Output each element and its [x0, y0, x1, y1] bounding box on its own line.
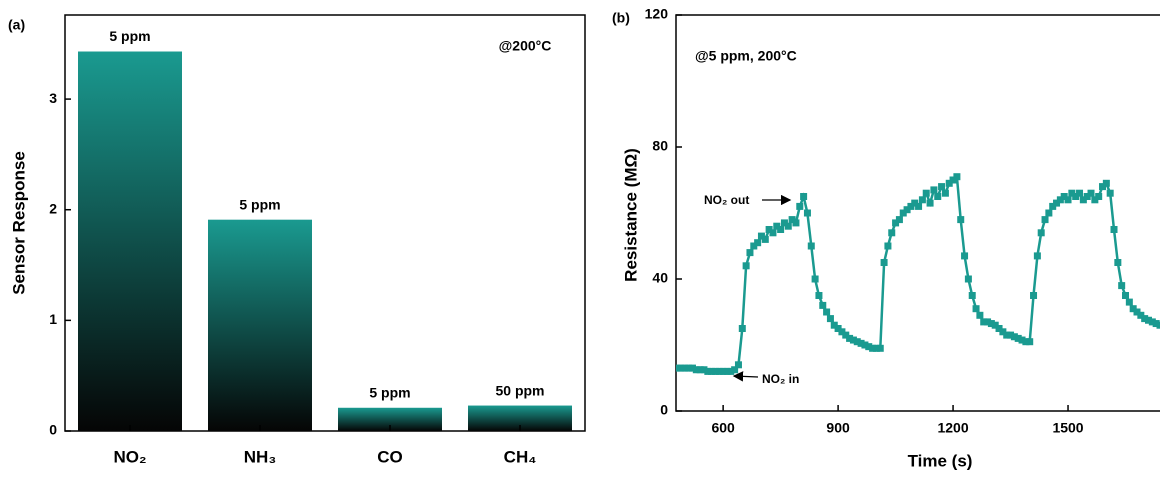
data-point: [973, 305, 980, 312]
data-point: [1118, 282, 1125, 289]
data-point: [938, 183, 945, 190]
data-point: [1114, 259, 1121, 266]
data-point: [1034, 252, 1041, 259]
data-point: [957, 216, 964, 223]
arrow: [734, 376, 758, 377]
panel-a: (a) Sensor Response @200°C 0 1 2 3 5 ppm NO₂ 5…: [8, 15, 585, 466]
data-point: [915, 203, 922, 210]
y-tick-label: 0: [49, 422, 57, 438]
data-point: [961, 252, 968, 259]
data-point: [1076, 190, 1083, 197]
data-point: [777, 226, 784, 233]
data-point: [800, 193, 807, 200]
panel-label: (b): [612, 10, 630, 26]
data-point: [785, 223, 792, 230]
data-point: [934, 193, 941, 200]
annotation: NO₂ out: [704, 193, 749, 207]
data-point: [754, 239, 761, 246]
data-point: [881, 259, 888, 266]
data-point: [965, 276, 972, 283]
data-point: [1111, 226, 1118, 233]
data-point: [769, 229, 776, 236]
data-point: [746, 249, 753, 256]
data-point: [1107, 190, 1114, 197]
data-point: [792, 219, 799, 226]
data-point: [823, 309, 830, 316]
data-point: [1103, 180, 1110, 187]
data-point: [796, 203, 803, 210]
bar-label: 5 ppm: [369, 384, 410, 400]
data-point: [1026, 338, 1033, 345]
data-point: [827, 315, 834, 322]
x-tick-label: CH₄: [504, 447, 537, 466]
data-point: [815, 292, 822, 299]
x-tick-label: NO₂: [113, 447, 146, 466]
data-point: [1095, 193, 1102, 200]
data-point: [819, 302, 826, 309]
data-point: [808, 243, 815, 250]
data-point: [739, 325, 746, 332]
data-point: [804, 210, 811, 217]
bar: [208, 220, 312, 431]
data-point: [919, 196, 926, 203]
data-point: [976, 312, 983, 319]
data-point: [1030, 292, 1037, 299]
y-tick-label: 40: [652, 270, 668, 286]
data-point: [1126, 299, 1133, 306]
data-point: [1038, 229, 1045, 236]
annotation: NO₂ in: [762, 372, 799, 386]
y-axis-label: Sensor Response: [9, 151, 28, 295]
y-tick-label: 0: [660, 402, 668, 418]
annotation: @5 ppm, 200°C: [695, 48, 797, 64]
panel-b: (b) Resistance (MΩ) Time (s) @5 ppm, 200…: [612, 6, 1160, 471]
data-point: [923, 190, 930, 197]
data-point: [1157, 322, 1160, 329]
data-point: [1122, 292, 1129, 299]
y-tick-label: 2: [49, 200, 57, 216]
data-point: [1088, 190, 1095, 197]
data-point: [1045, 210, 1052, 217]
data-point: [888, 229, 895, 236]
data-point: [896, 216, 903, 223]
x-tick-label: 600: [711, 420, 735, 436]
data-point: [1042, 216, 1049, 223]
x-tick-label: CO: [377, 447, 403, 466]
data-point: [884, 243, 891, 250]
y-tick-label: 80: [652, 138, 668, 154]
panel-label: (a): [8, 17, 25, 33]
y-axis-label: Resistance (MΩ): [621, 148, 640, 282]
data-point: [877, 345, 884, 352]
bar: [78, 52, 182, 431]
bar-label: 50 ppm: [495, 382, 544, 398]
data-point: [762, 236, 769, 243]
data-point: [743, 262, 750, 269]
x-tick-label: 900: [826, 420, 850, 436]
data-point: [735, 361, 742, 368]
data-point: [969, 292, 976, 299]
bar-label: 5 ppm: [239, 196, 280, 212]
bar-label: 5 ppm: [109, 28, 150, 44]
x-tick-label: NH₃: [244, 447, 276, 466]
x-tick-label: 1200: [937, 420, 968, 436]
data-point: [1065, 196, 1072, 203]
data-point: [930, 186, 937, 193]
data-point: [927, 200, 934, 207]
annotation: @200°C: [499, 38, 552, 54]
y-tick-label: 120: [645, 6, 669, 22]
y-tick-label: 1: [49, 311, 57, 327]
x-tick-label: 1500: [1052, 420, 1083, 436]
data-point: [942, 190, 949, 197]
y-tick-label: 3: [49, 90, 57, 106]
plot-frame: [676, 15, 1160, 411]
x-axis-label: Time (s): [908, 451, 973, 470]
data-point: [812, 276, 819, 283]
data-point: [953, 173, 960, 180]
